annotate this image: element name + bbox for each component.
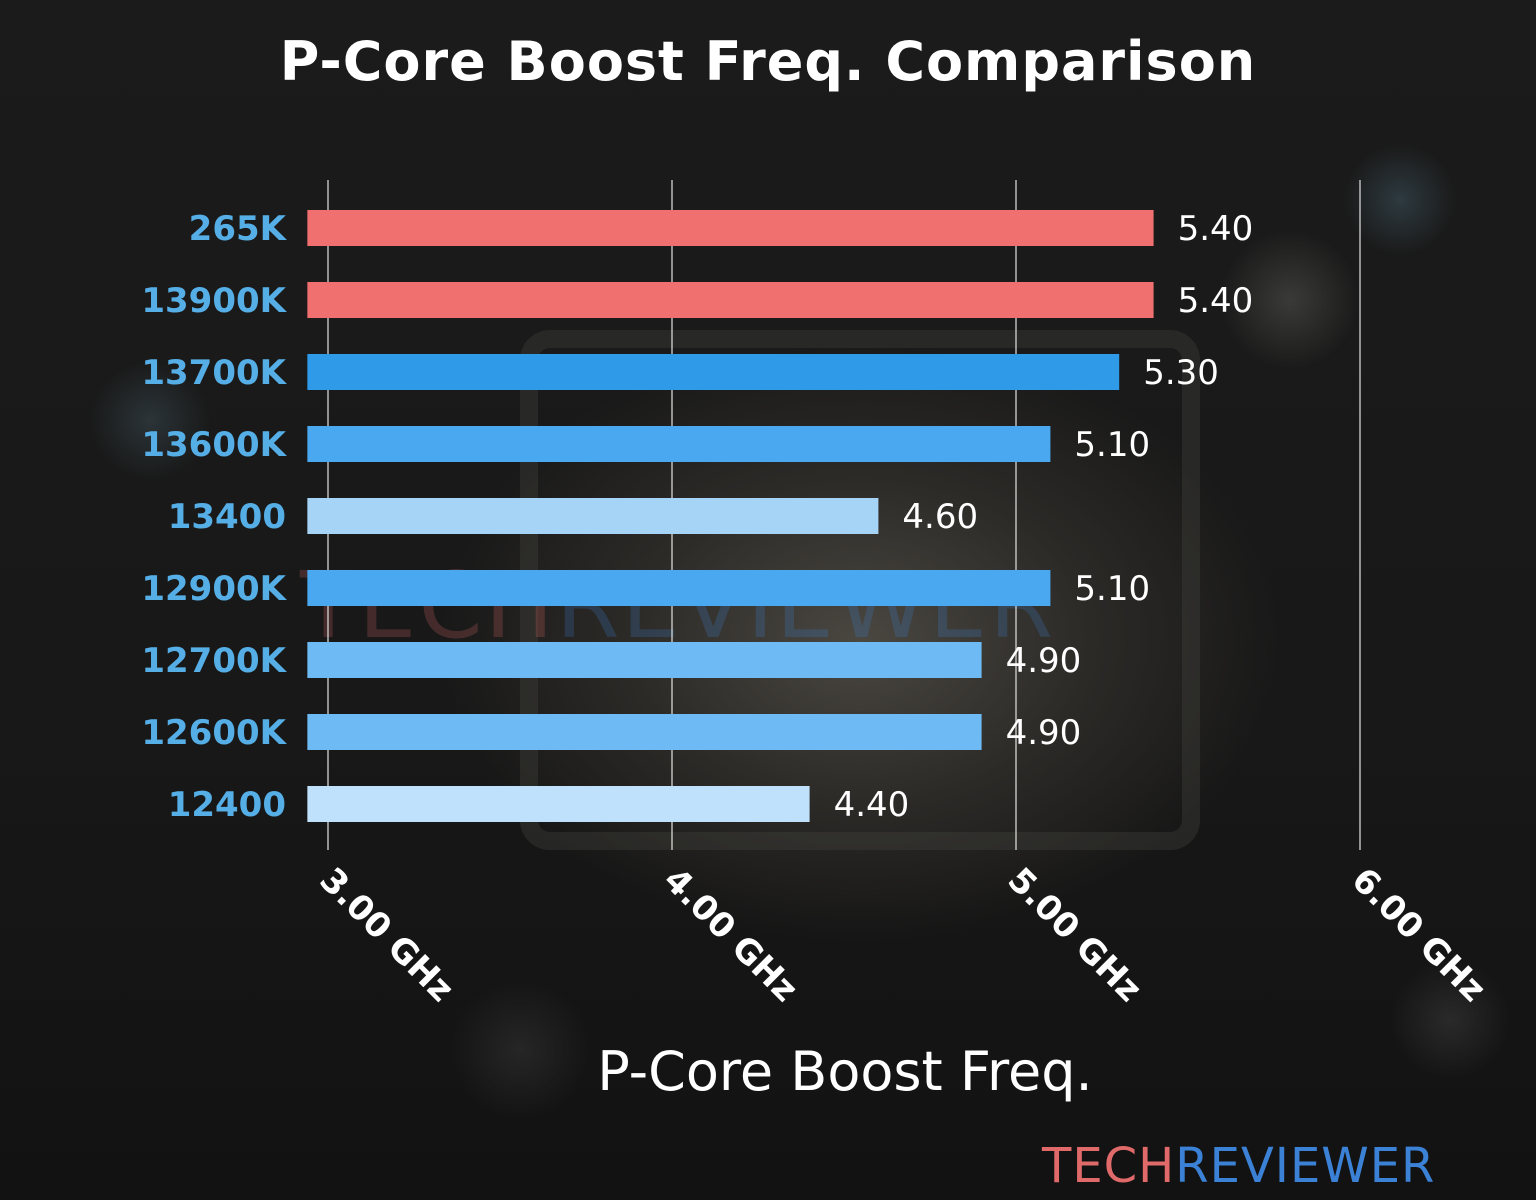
x-tick-label-3: 6.00 GHz [1344,860,1494,1010]
value-label-12900K: 5.10 [1074,569,1150,609]
bar-chart: 265K 13900K 13700K 13600K 13400 12900K 12700K 1… [141,180,1494,1010]
category-label-12600K: 12600K [141,713,287,753]
value-labels: 5.40 5.40 5.30 5.10 4.60 5.10 4.90 4.90 4.40 [834,209,1254,825]
category-label-13700K: 13700K [141,353,287,393]
value-label-13900K: 5.40 [1178,281,1254,321]
bar-12400 [307,786,810,822]
value-label-265K: 5.40 [1178,209,1254,249]
logo-reviewer: REVIEWER [1175,1138,1436,1194]
x-tick-labels: 3.00 GHz 4.00 GHz 5.00 GHz 6.00 GHz [312,860,1494,1010]
bar-12700K [307,642,982,678]
bar-13400 [307,498,879,534]
value-label-13400: 4.60 [902,497,978,537]
value-label-13600K: 5.10 [1074,425,1150,465]
category-label-12900K: 12900K [141,569,287,609]
chart-title: P-Core Boost Freq. Comparison [279,30,1257,93]
brand-logo: TECHREVIEWER [1042,1138,1435,1194]
category-label-12400: 12400 [168,785,286,825]
value-label-12600K: 4.90 [1006,713,1082,753]
bar-12600K [307,714,982,750]
category-label-13600K: 13600K [141,425,287,465]
x-tick-label-2: 5.00 GHz [1000,860,1150,1010]
x-tick-label-0: 3.00 GHz [312,860,462,1010]
bar-13900K [307,282,1154,318]
category-labels: 265K 13900K 13700K 13600K 13400 12900K 12700K 1… [141,209,287,825]
x-axis-label: P-Core Boost Freq. [597,1040,1093,1103]
bar-13600K [307,426,1051,462]
category-label-265K: 265K [189,209,288,249]
value-label-13700K: 5.30 [1143,353,1219,393]
bar-265K [307,210,1154,246]
category-label-13900K: 13900K [141,281,287,321]
bars [307,210,1154,822]
category-label-13400: 13400 [168,497,286,537]
category-label-12700K: 12700K [141,641,287,681]
value-label-12400: 4.40 [834,785,910,825]
logo-tech: TECH [1042,1138,1176,1194]
value-label-12700K: 4.90 [1006,641,1082,681]
bar-12900K [307,570,1051,606]
bar-13700K [307,354,1120,390]
x-tick-label-1: 4.00 GHz [656,860,806,1010]
